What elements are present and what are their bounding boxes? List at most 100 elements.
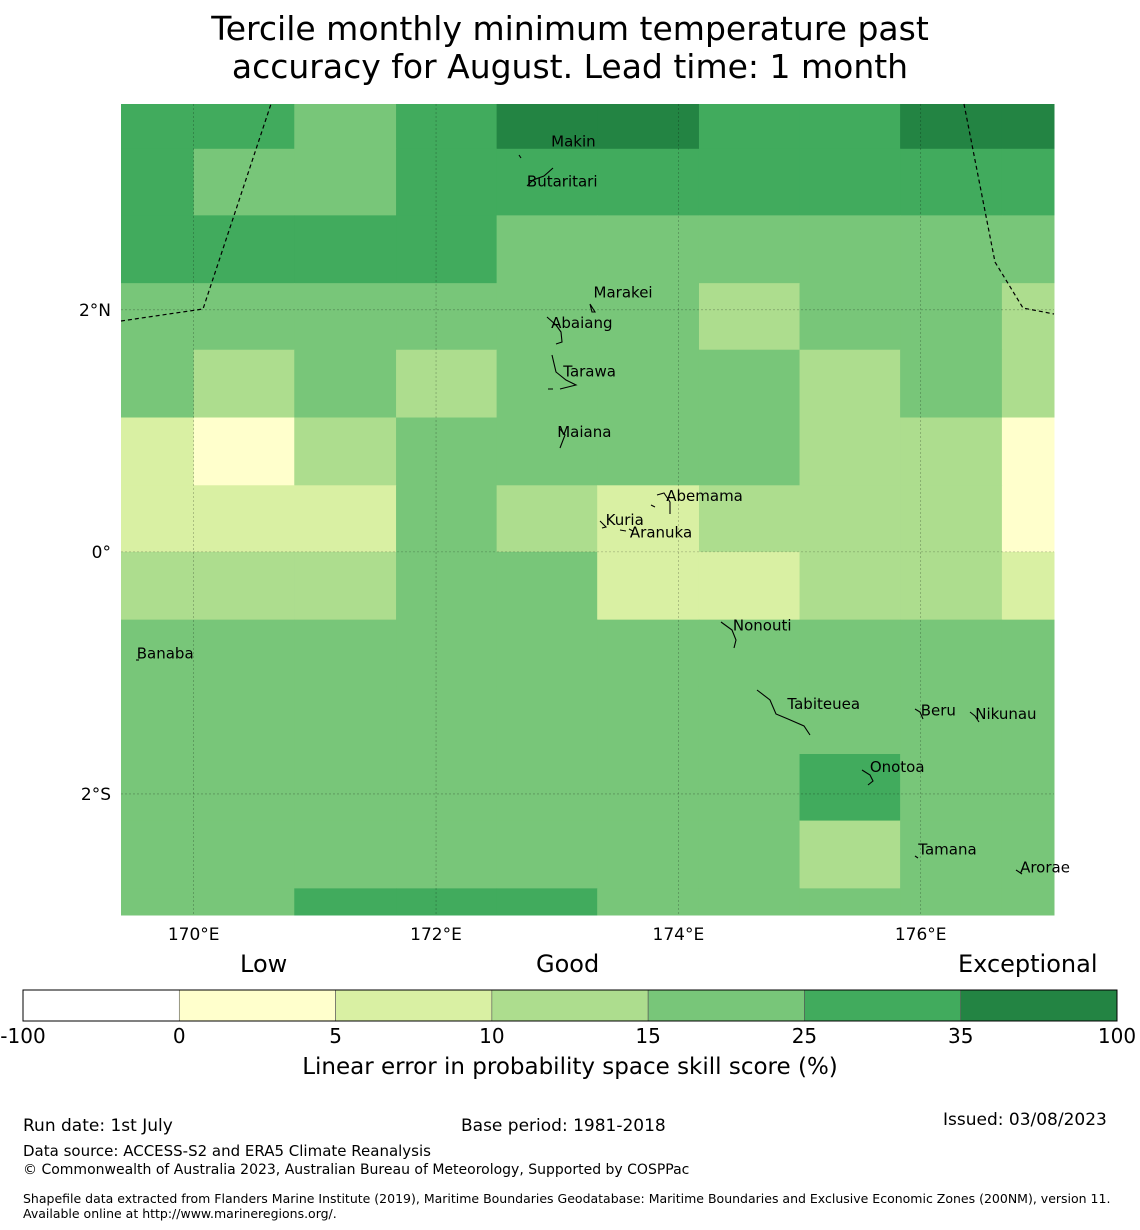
- lat-tick-label: 2°S: [81, 785, 111, 805]
- place-label: Beru: [921, 701, 956, 719]
- colorbar: [22, 989, 1118, 1022]
- place-label: Onotoa: [870, 758, 925, 776]
- skill-cell: [193, 551, 295, 621]
- skill-cell: [496, 619, 598, 687]
- colorbar-swatch: [491, 989, 649, 1022]
- skill-cell: [294, 485, 397, 553]
- skill-cell: [900, 104, 1003, 150]
- skill-cell: [193, 888, 295, 916]
- tamana-outline: [914, 855, 919, 859]
- skill-cell: [799, 619, 901, 687]
- skill-cell: [698, 551, 801, 621]
- skill-cell: [597, 485, 700, 553]
- place-label: Tamana: [917, 840, 976, 858]
- skill-cell: [1001, 283, 1055, 351]
- title-line-2: accuracy for August. Lead time: 1 month: [231, 47, 909, 86]
- skill-cell: [396, 820, 498, 889]
- skill-cell: [121, 349, 195, 419]
- skill-cell: [799, 551, 901, 621]
- skill-cell: [121, 686, 195, 755]
- skill-cell: [698, 686, 801, 755]
- skill-cell: [1001, 148, 1055, 216]
- skill-cell: [396, 485, 498, 553]
- skill-cell: [121, 619, 195, 687]
- skill-cell: [496, 104, 598, 150]
- skill-cell: [799, 485, 901, 553]
- skill-cell: [294, 417, 397, 486]
- skill-cell: [597, 619, 700, 687]
- place-label: Tarawa: [562, 362, 616, 380]
- colorbar-swatch: [647, 989, 805, 1022]
- skill-cell: [799, 349, 901, 419]
- colorbar-tick-label: 25: [791, 1024, 818, 1048]
- skill-cell: [597, 686, 700, 755]
- marakei-outline: [589, 303, 596, 313]
- skill-cell: [1001, 215, 1055, 284]
- skill-cell: [193, 820, 295, 889]
- skill-cell: [698, 754, 801, 822]
- skill-cell: [294, 686, 397, 755]
- skill-cell: [597, 888, 700, 916]
- abemama-outline: [650, 492, 671, 514]
- lon-tick-label: 170°E: [168, 925, 220, 945]
- skill-cell: [698, 888, 801, 916]
- skill-cell: [294, 215, 397, 284]
- skill-cell: [396, 104, 498, 150]
- skill-cell: [396, 349, 498, 419]
- skill-cell: [1001, 417, 1055, 486]
- skill-cell: [294, 754, 397, 822]
- skill-cell: [799, 215, 901, 284]
- skill-cell: [294, 619, 397, 687]
- skill-cell: [597, 283, 700, 351]
- skill-cell: [294, 104, 397, 150]
- eez-boundary-west: [120, 103, 272, 322]
- skill-cell: [1001, 888, 1055, 916]
- colorbar-head-low: Low: [240, 950, 288, 978]
- skill-cell: [496, 551, 598, 621]
- skill-cell: [121, 417, 195, 486]
- skill-cell: [193, 485, 295, 553]
- skill-grid: [121, 104, 1055, 916]
- skill-cell: [294, 820, 397, 889]
- skill-cell: [121, 148, 195, 216]
- skill-cell: [496, 283, 598, 351]
- place-label: Nikunau: [975, 705, 1036, 723]
- skill-cell: [698, 485, 801, 553]
- skill-cell: [900, 888, 1003, 916]
- issued-date: Issued: 03/08/2023: [943, 1110, 1107, 1130]
- skill-cell: [900, 349, 1003, 419]
- maiana-outline: [558, 427, 566, 449]
- colorbar-tick-label: 100: [1097, 1024, 1137, 1048]
- skill-cell: [396, 888, 498, 916]
- skill-cell: [597, 148, 700, 216]
- skill-cell: [597, 551, 700, 621]
- skill-cell: [900, 551, 1003, 621]
- place-label: Arorae: [1020, 859, 1070, 877]
- skill-cell: [294, 349, 397, 419]
- place-label: Butaritari: [527, 172, 598, 190]
- lat-tick-label: 2°N: [79, 301, 111, 321]
- copyright: © Commonwealth of Australia 2023, Austra…: [23, 1162, 690, 1178]
- makin-outline: [518, 154, 522, 159]
- place-label: Abaiang: [551, 314, 612, 332]
- colorbar-tick-label: 5: [329, 1024, 342, 1048]
- skill-cell: [698, 283, 801, 351]
- skill-cell: [597, 417, 700, 486]
- place-label: Maiana: [557, 423, 611, 441]
- skill-cell: [294, 551, 397, 621]
- skill-cell: [193, 215, 295, 284]
- title-line-1: Tercile monthly minimum temperature past: [211, 9, 929, 48]
- skill-cell: [396, 215, 498, 284]
- skill-cell: [396, 551, 498, 621]
- skill-cell: [597, 215, 700, 284]
- skill-cell: [698, 148, 801, 216]
- skill-cell: [1001, 619, 1055, 687]
- skill-cell: [799, 754, 901, 822]
- skill-cell: [900, 148, 1003, 216]
- skill-cell: [698, 104, 801, 150]
- onotoa-outline: [861, 769, 874, 786]
- abaiang-outline: [546, 316, 563, 345]
- skill-cell: [900, 283, 1003, 351]
- skill-cell: [597, 104, 700, 150]
- shapefile-credit: Shapefile data extracted from Flanders M…: [23, 1191, 1111, 1221]
